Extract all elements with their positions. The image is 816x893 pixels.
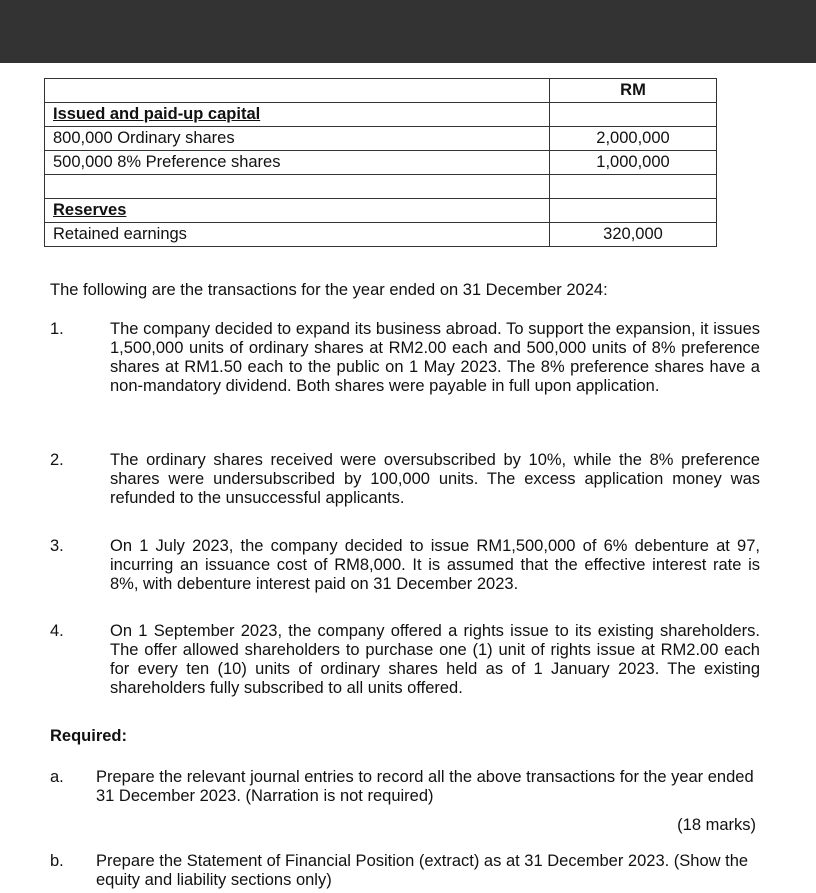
row-amount: 320,000 — [549, 222, 717, 247]
table-row: 500,000 8% Preference shares 1,000,000 — [44, 150, 717, 175]
transaction-item: 3. On 1 July 2023, the company decided t… — [50, 537, 760, 594]
transaction-item: 2. The ordinary shares received were ove… — [50, 451, 760, 508]
item-text: On 1 September 2023, the company offered… — [110, 622, 760, 697]
row-amount — [549, 102, 717, 127]
top-bar — [0, 0, 816, 63]
required-item: b. Prepare the Statement of Financial Po… — [50, 852, 756, 890]
item-text: The ordinary shares received were oversu… — [110, 451, 760, 507]
row-amount — [549, 198, 717, 223]
table-header-row: RM — [44, 78, 717, 103]
row-label — [44, 174, 550, 199]
marks: (18 marks) — [677, 816, 756, 834]
transaction-item: 4. On 1 September 2023, the company offe… — [50, 622, 760, 698]
row-label: 800,000 Ordinary shares — [44, 126, 550, 151]
row-label: Reserves — [44, 198, 550, 223]
required-item: a. Prepare the relevant journal entries … — [50, 768, 756, 835]
item-text: The company decided to expand its busine… — [110, 320, 760, 395]
table-row: 800,000 Ordinary shares 2,000,000 — [44, 126, 717, 151]
row-amount: 2,000,000 — [549, 126, 717, 151]
row-amount — [549, 174, 717, 199]
item-number: 3. — [50, 537, 64, 555]
item-letter: b. — [50, 852, 64, 870]
row-label: Issued and paid-up capital — [44, 102, 550, 127]
required-heading: Required: — [50, 727, 128, 745]
item-number: 1. — [50, 320, 64, 338]
item-text: Prepare the relevant journal entries to … — [96, 768, 754, 805]
intro-text: The following are the transactions for t… — [50, 281, 608, 299]
table-row: Issued and paid-up capital — [44, 102, 717, 127]
row-amount: 1,000,000 — [549, 150, 717, 175]
table-row: Retained earnings 320,000 — [44, 222, 717, 247]
table-row: Reserves — [44, 198, 717, 223]
item-text: Prepare the Statement of Financial Posit… — [96, 852, 749, 889]
item-number: 2. — [50, 451, 64, 469]
item-letter: a. — [50, 768, 64, 786]
item-text: On 1 July 2023, the company decided to i… — [110, 537, 760, 593]
row-label: Retained earnings — [44, 222, 550, 247]
capital-table: RM Issued and paid-up capital 800,000 Or… — [44, 78, 717, 247]
item-number: 4. — [50, 622, 64, 640]
row-label: 500,000 8% Preference shares — [44, 150, 550, 175]
amount-header: RM — [549, 78, 717, 103]
table-row — [44, 174, 717, 199]
transaction-item: 1. The company decided to expand its bus… — [50, 320, 760, 396]
